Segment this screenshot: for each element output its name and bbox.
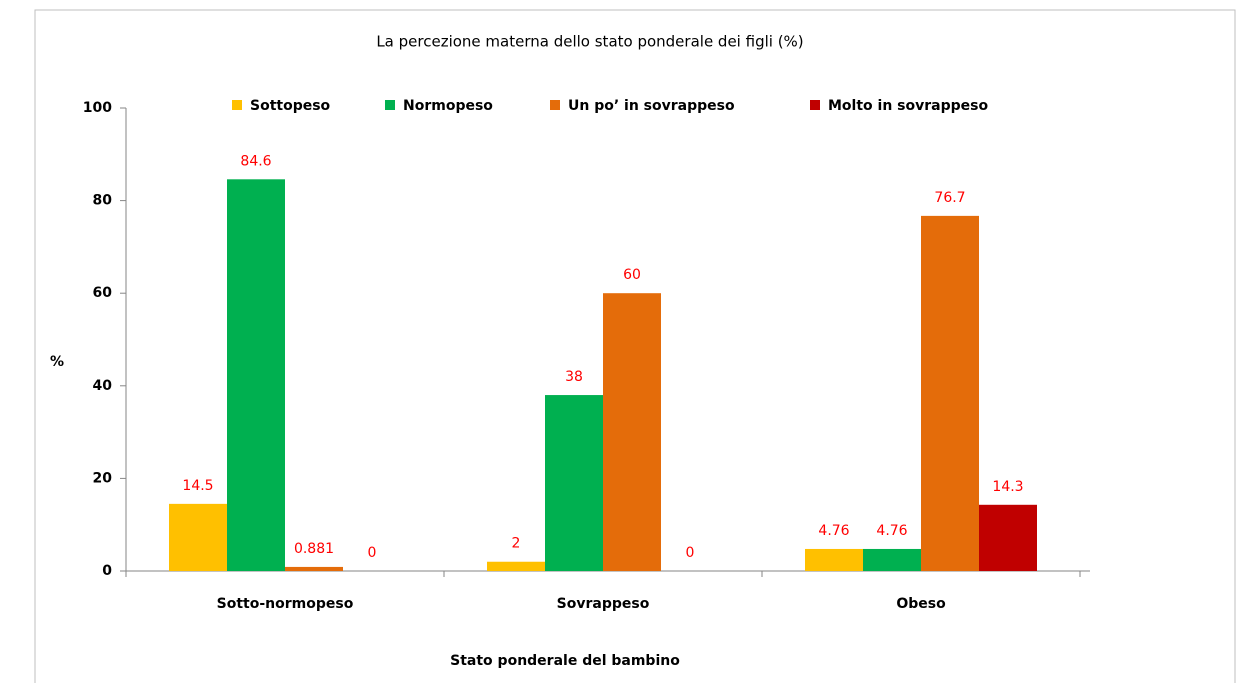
y-tick-label: 20 bbox=[93, 470, 113, 486]
value-label: 2 bbox=[512, 536, 521, 552]
value-label: 14.5 bbox=[182, 478, 213, 494]
x-tick-label: Obeso bbox=[896, 596, 946, 612]
legend-swatch bbox=[385, 100, 395, 110]
legend-swatch bbox=[232, 100, 242, 110]
legend-swatch bbox=[810, 100, 820, 110]
x-axis-label: Stato ponderale del bambino bbox=[450, 653, 680, 669]
x-tick-label: Sovrappeso bbox=[557, 596, 650, 612]
value-label: 4.76 bbox=[876, 523, 907, 539]
bar bbox=[805, 548, 863, 571]
y-tick-label: 80 bbox=[93, 193, 113, 209]
y-tick-label: 40 bbox=[93, 378, 113, 394]
y-axis-label: % bbox=[50, 354, 64, 370]
y-tick-label: 60 bbox=[93, 285, 113, 301]
value-label: 84.6 bbox=[240, 153, 271, 169]
legend-label: Sottopeso bbox=[250, 98, 331, 114]
legend-label: Un po’ in sovrappeso bbox=[568, 98, 735, 114]
chart-border bbox=[34, 9, 1236, 683]
value-label: 0 bbox=[686, 545, 695, 561]
bar bbox=[227, 179, 285, 571]
y-tick-label: 100 bbox=[83, 100, 112, 116]
value-label: 76.7 bbox=[934, 190, 965, 206]
legend-label: Normopeso bbox=[403, 98, 493, 114]
chart-title: La percezione materna dello stato ponder… bbox=[376, 33, 803, 51]
bar bbox=[979, 504, 1037, 571]
bar bbox=[921, 215, 979, 571]
bar bbox=[545, 395, 603, 571]
value-label: 4.76 bbox=[818, 523, 849, 539]
value-label: 0.881 bbox=[294, 541, 334, 557]
value-label: 60 bbox=[623, 267, 641, 283]
value-label: 38 bbox=[565, 369, 583, 385]
value-label: 0 bbox=[368, 545, 377, 561]
legend-swatch bbox=[550, 100, 560, 110]
legend-label: Molto in sovrappeso bbox=[828, 98, 988, 114]
bar bbox=[603, 293, 661, 571]
bar bbox=[169, 503, 227, 571]
y-tick-label: 0 bbox=[102, 563, 112, 579]
x-tick-label: Sotto-normopeso bbox=[217, 596, 354, 612]
bar bbox=[863, 548, 921, 571]
bar bbox=[285, 566, 343, 571]
value-label: 14.3 bbox=[992, 479, 1023, 495]
bar bbox=[487, 561, 545, 571]
